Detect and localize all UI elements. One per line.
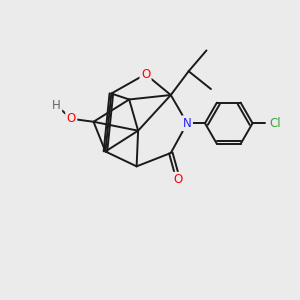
Text: O: O — [174, 173, 183, 186]
Text: O: O — [141, 68, 150, 81]
Text: H: H — [52, 99, 61, 112]
Text: N: N — [183, 117, 191, 130]
Text: Cl: Cl — [269, 117, 281, 130]
Text: O: O — [67, 112, 76, 125]
